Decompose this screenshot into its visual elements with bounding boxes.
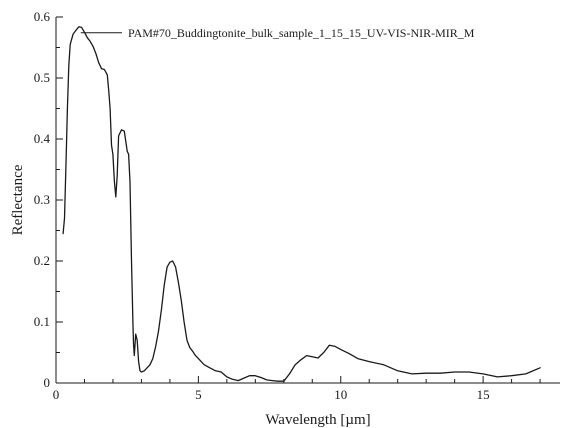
x-tick-label: 10	[334, 387, 347, 402]
y-tick-label: 0.1	[34, 314, 50, 329]
y-tick-label: 0.5	[34, 70, 50, 85]
y-tick-label: 0.2	[34, 253, 50, 268]
y-tick-label: 0.3	[34, 192, 50, 207]
x-tick-label: 5	[195, 387, 202, 402]
y-axis-label: Reflectance	[10, 164, 26, 235]
x-axis-label: Wavelength [µm]	[265, 412, 370, 428]
tick-labels: 0 5 10 15 0 0.1 0.2 0.3 0.4 0.5 0.6	[34, 9, 490, 402]
legend: PAM#70_Buddingtonite_bulk_sample_1_15_15…	[80, 26, 475, 40]
series-line	[62, 26, 541, 382]
legend-label: PAM#70_Buddingtonite_bulk_sample_1_15_15…	[128, 26, 475, 40]
ticks	[55, 16, 541, 384]
x-tick-label: 0	[53, 387, 60, 402]
axes	[55, 17, 560, 384]
series-group	[62, 26, 541, 382]
y-tick-label: 0.4	[34, 131, 51, 146]
x-tick-label: 15	[477, 387, 490, 402]
y-tick-label: 0	[44, 375, 51, 390]
y-tick-label: 0.6	[34, 9, 51, 24]
